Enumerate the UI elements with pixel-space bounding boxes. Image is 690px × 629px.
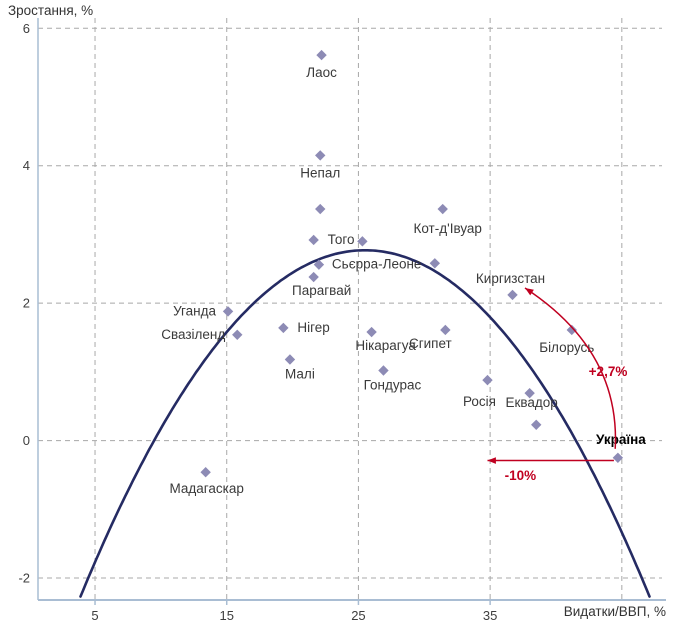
data-point (440, 324, 451, 336)
data-point (308, 271, 319, 283)
x-tick-label: 15 (219, 608, 233, 623)
y-tick-label: 6 (23, 21, 30, 36)
y-tick-label: 4 (23, 158, 30, 173)
data-point (366, 326, 377, 338)
point-label: Лаос (306, 65, 337, 80)
point-label: Киргизстан (476, 271, 545, 286)
point-label: Сьєрра-Леоне (332, 257, 422, 272)
data-point (313, 259, 325, 270)
y-axis-title: Зростання, % (8, 3, 94, 18)
data-point (566, 324, 577, 336)
point-label: Україна (596, 432, 646, 447)
growth-arrowhead-icon (525, 288, 534, 296)
point-label: Мадагаскар (169, 481, 243, 496)
x-tick-label: 35 (483, 608, 497, 623)
loss-arrowhead-icon (487, 457, 496, 464)
data-point (315, 150, 326, 161)
data-point (316, 49, 327, 61)
point-label: Гондурас (364, 377, 422, 392)
y-tick-label: 0 (23, 433, 30, 448)
x-tick-label: 5 (91, 608, 98, 623)
data-point (482, 374, 493, 386)
point-label: Того (328, 232, 355, 247)
point-label: Малі (285, 367, 315, 382)
point-label: Нікарагуа (355, 338, 416, 353)
point-label: Свазіленд (161, 327, 225, 342)
data-point (429, 258, 441, 269)
point-label: Непал (300, 165, 340, 180)
point-label: Парагвай (292, 283, 351, 298)
point-label: Росія (463, 394, 496, 409)
data-point (507, 289, 518, 301)
data-point (524, 387, 535, 399)
y-tick-label: -2 (18, 571, 30, 586)
point-label: Нігер (297, 320, 329, 335)
fitted-curve (79, 249, 651, 598)
data-point (308, 234, 319, 246)
data-point (378, 365, 389, 376)
growth-annotation-arrow (524, 287, 617, 449)
point-label: Еквадор (505, 395, 557, 410)
point-label: Кот-д'Івуар (413, 221, 481, 236)
data-point (232, 329, 243, 340)
data-point (200, 466, 211, 478)
data-point (357, 236, 368, 247)
data-point (612, 452, 624, 463)
annotation-label: +2,7% (589, 364, 628, 379)
x-axis-title: Видатки/ВВП, % (563, 604, 666, 619)
point-label: Білорусь (539, 340, 594, 355)
y-tick-label: 2 (23, 296, 30, 311)
data-point (278, 322, 289, 334)
data-point (437, 203, 448, 215)
point-label: Єгипет (409, 336, 452, 351)
point-label: Уганда (173, 303, 216, 318)
data-point (315, 203, 326, 215)
data-point (531, 419, 542, 430)
x-tick-label: 25 (351, 608, 365, 623)
data-point (284, 354, 296, 365)
annotation-label: -10% (505, 468, 537, 483)
data-point (222, 306, 234, 317)
